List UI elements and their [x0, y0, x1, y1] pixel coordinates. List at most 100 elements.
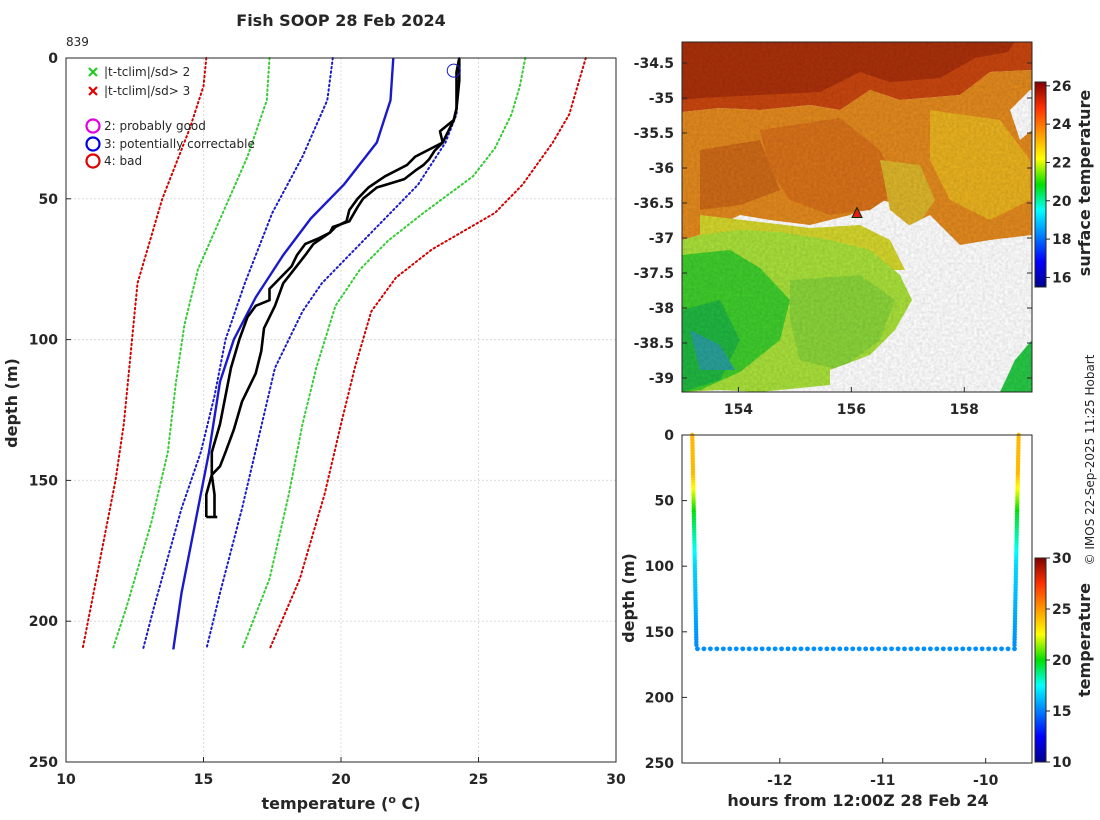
map-image: [682, 42, 1032, 392]
scatter-y-tick-label: 200: [645, 690, 674, 706]
bottom-point: [953, 646, 959, 652]
scatter-points: [690, 432, 1021, 652]
temperature-colorbar-tick-label: 15: [1052, 704, 1071, 720]
bottom-point: [889, 646, 894, 652]
sst-colorbar-tick-label: 18: [1052, 232, 1071, 248]
scatter-x-label: hours from 12:00Z 28 Feb 24: [727, 791, 988, 810]
legend-label: 3: potentially correctable: [104, 137, 255, 151]
cast-point: [694, 642, 699, 648]
legend-cross-icon: [88, 86, 98, 96]
map-y-tick-label: -37: [649, 231, 674, 247]
bottom-point: [805, 646, 810, 652]
bottom-point: [947, 646, 953, 652]
map-x-tick-label: 156: [837, 402, 866, 418]
bottom-point: [992, 646, 998, 652]
scatter-axes-box: [681, 434, 1033, 764]
profile-chart: Fish SOOP 28 Feb 2024 839 10 15 20 25 30 0 50…: [2, 11, 626, 813]
bottom-point: [746, 646, 752, 652]
map-y-tick-label: -39: [649, 371, 674, 387]
sst-map: 154 156 158 -34.5-35-35.5-36-36.5-37-37.5-…: [634, 41, 1094, 418]
scatter-y-tick-label: 0: [664, 428, 674, 444]
bottom-point: [973, 646, 979, 652]
sst-colorbar-tick-label: 20: [1052, 194, 1072, 210]
series-line-clim-minus-1sd: [142, 57, 334, 651]
series-line-clim-minus-2sd: [111, 57, 271, 651]
bottom-point: [720, 646, 726, 652]
temperature-colorbar-tick-label: 10: [1052, 755, 1072, 771]
legend-label: |t-tclim|/sd> 2: [104, 65, 190, 79]
bottom-point: [850, 646, 856, 652]
profile-gridlines: [65, 57, 617, 763]
bottom-point: [940, 646, 946, 652]
bottom-point: [902, 646, 907, 652]
legend-circle-icon: [85, 153, 101, 169]
series-line-clim-plus-1sd: [205, 57, 461, 651]
map-y-tick-label: -36: [649, 161, 674, 177]
x-tick-label: 30: [606, 772, 626, 788]
scatter-x-tick-label: -12: [767, 773, 792, 789]
bottom-point: [714, 646, 720, 652]
bottom-point: [934, 646, 940, 652]
x-axis-label: temperature (o C): [261, 793, 420, 813]
bottom-point: [798, 646, 804, 652]
profile-y-ticks: 0 50 100 150 200 250: [29, 51, 71, 771]
temperature-colorbar-tick-label: 25: [1052, 602, 1071, 618]
bottom-point: [740, 646, 746, 652]
y-axis-label: depth (m): [2, 358, 21, 448]
bottom-point: [1005, 646, 1011, 652]
bottom-point: [869, 646, 875, 652]
x-tick-label: 10: [56, 772, 76, 788]
bottom-point: [863, 646, 869, 652]
scatter-y-tick-label: 50: [655, 494, 675, 510]
temperature-colorbar-tick-label: 30: [1052, 551, 1072, 567]
x-tick-label: 20: [331, 772, 351, 788]
bottom-point: [727, 646, 733, 652]
temperature-colorbar-ticks: 10 15 20 25 30: [1046, 551, 1072, 771]
bottom-point: [785, 646, 791, 652]
map-x-ticks: 154 156 158: [724, 387, 979, 418]
legend-circle-icon: [85, 136, 101, 152]
bottom-point: [707, 646, 713, 652]
bottom-point: [772, 646, 778, 652]
bottom-point: [733, 646, 739, 652]
sst-colorbar-ticks: 16 18 20 22 24 26: [1046, 79, 1072, 286]
sst-colorbar-tick-label: 24: [1052, 117, 1072, 133]
legend-label: |t-tclim|/sd> 3: [104, 84, 190, 98]
map-y-ticks: -34.5 -35 -35.5 -36 -36.5 -37 -37.5 -38 -38.5 -39: [634, 56, 1032, 387]
scatter-x-tick-label: -11: [870, 773, 895, 789]
profile-id-label: 839: [66, 35, 89, 49]
x-tick-label: 15: [194, 772, 213, 788]
bottom-point: [908, 646, 914, 652]
bottom-point: [915, 646, 920, 652]
map-y-tick-label: -38: [649, 301, 674, 317]
chart-title: Fish SOOP 28 Feb 2024: [236, 11, 445, 30]
temperature-colorbar-tick-label: 20: [1052, 653, 1072, 669]
bottom-point: [766, 646, 772, 652]
bottom-point: [927, 646, 933, 652]
bottom-point: [695, 646, 700, 652]
ship-position-triangle: [851, 206, 863, 218]
series-line-profile-descent: [205, 57, 461, 517]
bottom-point: [882, 646, 888, 652]
y-tick-label: 50: [39, 192, 59, 208]
map-y-tick-label: -38.5: [634, 336, 674, 352]
credit-text: © IMOS 22-Sep-2025 11:25 Hobart: [1083, 354, 1097, 565]
sst-colorbar: [1034, 81, 1047, 288]
scatter-background: [682, 435, 1032, 763]
legend-label: 4: bad: [104, 154, 142, 168]
scatter-y-tick-label: 100: [645, 559, 674, 575]
map-x-tick-label: 158: [950, 402, 979, 418]
bottom-point: [921, 646, 927, 652]
series-line-climatological-mean: [172, 57, 395, 650]
y-tick-label: 200: [29, 614, 58, 630]
profile-x-ticks: 10 15 20 25 30: [56, 757, 626, 788]
profile-series-group: [81, 57, 587, 651]
bottom-point: [753, 646, 759, 652]
bottom-point: [856, 646, 862, 652]
legend-circle-icon: [85, 118, 101, 134]
series-line-clim-plus-3sd: [268, 57, 587, 651]
scatter-x-ticks: -12 -11 -10: [767, 758, 999, 789]
bottom-point: [895, 646, 901, 652]
map-y-tick-label: -35: [649, 91, 674, 107]
